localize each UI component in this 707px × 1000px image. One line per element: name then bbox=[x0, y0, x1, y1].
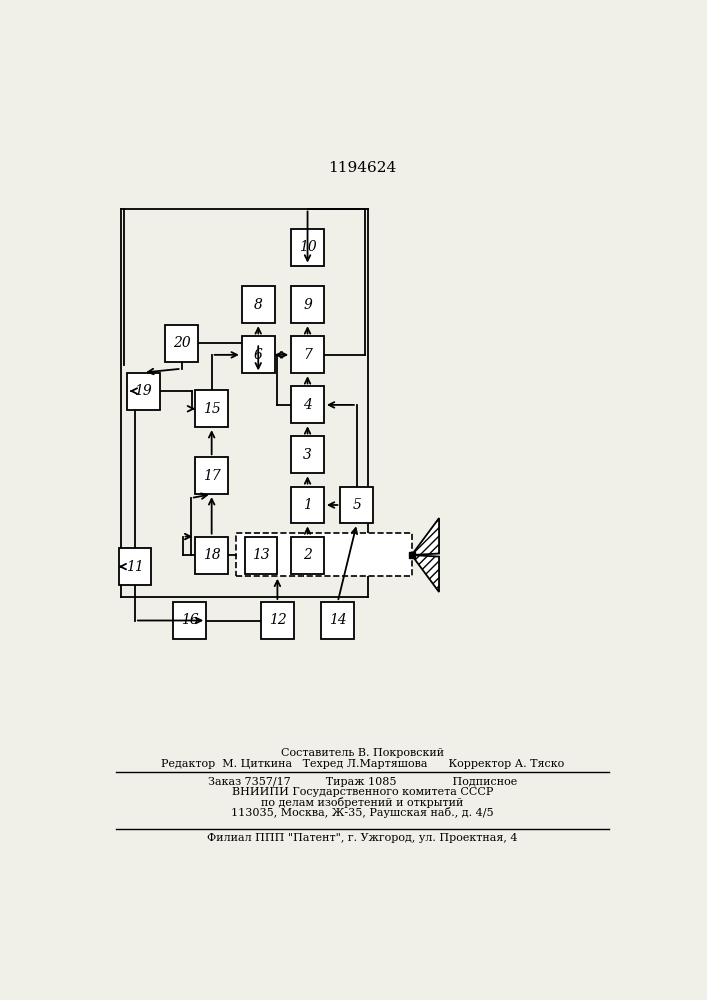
Bar bbox=[291, 336, 324, 373]
Text: 11: 11 bbox=[126, 560, 144, 574]
Text: 8: 8 bbox=[254, 298, 263, 312]
Text: 12: 12 bbox=[269, 613, 286, 628]
Text: 9: 9 bbox=[303, 298, 312, 312]
Bar bbox=[291, 386, 324, 423]
Bar bbox=[195, 457, 228, 494]
Text: 1: 1 bbox=[303, 498, 312, 512]
Bar bbox=[291, 436, 324, 473]
Text: 13: 13 bbox=[252, 548, 270, 562]
Text: 16: 16 bbox=[181, 613, 199, 628]
Text: 17: 17 bbox=[203, 469, 221, 483]
Bar bbox=[242, 336, 275, 373]
Bar bbox=[321, 602, 354, 639]
Text: 4: 4 bbox=[303, 398, 312, 412]
Bar bbox=[195, 537, 228, 574]
Bar bbox=[291, 286, 324, 323]
Text: Редактор  М. Циткина   Техред Л.Мартяшова      Корректор А. Тяско: Редактор М. Циткина Техред Л.Мартяшова К… bbox=[160, 759, 564, 769]
Text: ВНИИПИ Государственного комитета СССР: ВНИИПИ Государственного комитета СССР bbox=[232, 787, 493, 797]
Bar bbox=[195, 390, 228, 427]
Text: 7: 7 bbox=[303, 348, 312, 362]
Bar bbox=[245, 537, 277, 574]
Bar bbox=[165, 325, 198, 362]
Text: 20: 20 bbox=[173, 336, 190, 350]
Polygon shape bbox=[411, 555, 439, 592]
Bar bbox=[236, 533, 411, 576]
Bar bbox=[127, 373, 160, 410]
Bar bbox=[291, 229, 324, 266]
Text: Заказ 7357/17          Тираж 1085                Подписное: Заказ 7357/17 Тираж 1085 Подписное bbox=[208, 777, 517, 787]
Bar bbox=[119, 548, 151, 585]
Text: по делам изобретений и открытий: по делам изобретений и открытий bbox=[261, 797, 464, 808]
Text: 10: 10 bbox=[298, 240, 317, 254]
Text: 6: 6 bbox=[254, 348, 263, 362]
Text: Филиал ППП "Патент", г. Ужгород, ул. Проектная, 4: Филиал ППП "Патент", г. Ужгород, ул. Про… bbox=[207, 833, 518, 843]
Polygon shape bbox=[411, 518, 439, 555]
Text: 1194624: 1194624 bbox=[328, 161, 397, 175]
Text: 2: 2 bbox=[303, 548, 312, 562]
Text: 18: 18 bbox=[203, 548, 221, 562]
Text: 19: 19 bbox=[134, 384, 152, 398]
Bar bbox=[291, 487, 324, 523]
Text: 15: 15 bbox=[203, 402, 221, 416]
Bar bbox=[261, 602, 294, 639]
Text: 113035, Москва, Ж-35, Раушская наб., д. 4/5: 113035, Москва, Ж-35, Раушская наб., д. … bbox=[231, 807, 493, 818]
Bar bbox=[173, 602, 206, 639]
Text: 3: 3 bbox=[303, 448, 312, 462]
Text: 5: 5 bbox=[352, 498, 361, 512]
Text: 14: 14 bbox=[329, 613, 346, 628]
Bar bbox=[242, 286, 275, 323]
Text: Составитель В. Покровский: Составитель В. Покровский bbox=[281, 748, 444, 758]
Bar bbox=[341, 487, 373, 523]
Bar bbox=[291, 537, 324, 574]
